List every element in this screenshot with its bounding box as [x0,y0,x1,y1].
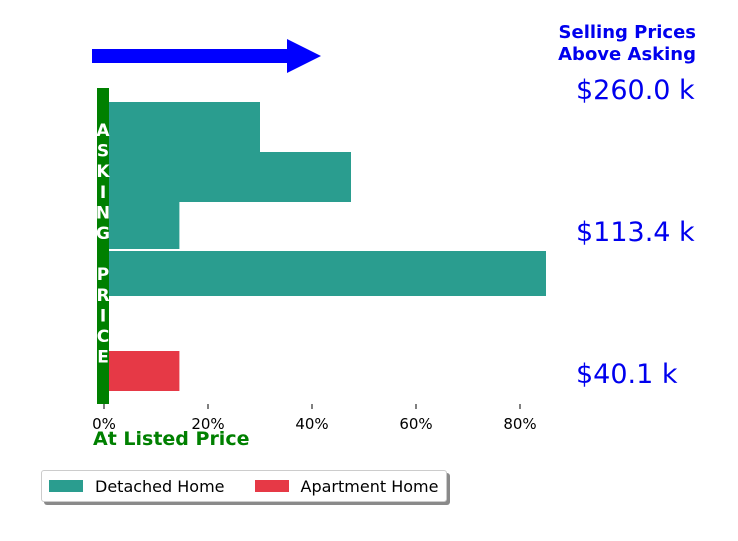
bar-detached-2 [104,152,351,202]
x-tick-label: 80% [503,415,536,433]
asking-price-letter: I [100,183,106,203]
price-label-high: $260.0 k [576,75,695,106]
legend-label-detached: Detached Home [95,476,225,496]
legend-swatch-apartment [254,480,289,492]
bar-detached-1 [104,102,260,152]
asking-price-letter: G [96,224,110,244]
legend-entry-apartment: Apartment Home [254,476,439,496]
asking-price-letter: S [97,142,109,162]
asking-price-letter: C [97,327,109,347]
bars-group [104,102,546,391]
asking-price-letter: K [96,162,110,182]
legend-swatch-detached [49,480,83,492]
x-tick-label: 40% [295,415,328,433]
bar-detached-4 [104,251,546,296]
bar-apartment-5 [104,351,180,391]
legend: Detached Home Apartment Home [41,470,448,502]
asking-price-letter: A [96,121,110,141]
price-label-low: $40.1 k [576,359,678,390]
asking-price-letter: R [96,286,109,306]
price-label-mid: $113.4 k [576,217,695,248]
x-axis-ticks: 0% 20% 40% 60% 80% [92,404,537,433]
x-tick-label: 20% [191,415,224,433]
above-asking-title-line1: Selling Prices [559,22,696,43]
asking-price-letter: P [97,265,109,285]
x-tick-label: 60% [399,415,432,433]
legend-entry-detached: Detached Home [49,477,225,496]
above-asking-title-line2: Above Asking [558,44,696,65]
bar-detached-3 [104,202,180,249]
asking-price-letter: E [97,348,109,368]
x-tick-label: 0% [92,415,116,433]
x-axis-label: At Listed Price [93,428,249,450]
asking-price-letter: N [96,203,110,223]
asking-price-bar [97,88,109,404]
legend-label-apartment: Apartment Home [300,476,439,496]
right-arrow-icon [92,39,321,73]
asking-price-letter: I [100,306,106,326]
